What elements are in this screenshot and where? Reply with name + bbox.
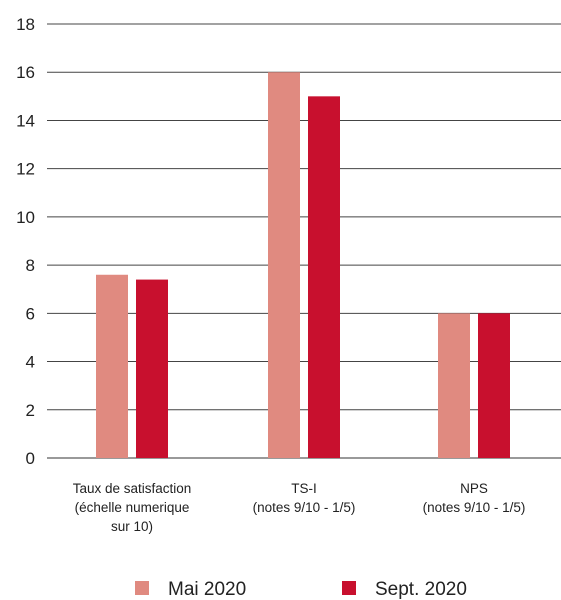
category-label-line: (notes 9/10 - 1/5)	[423, 500, 526, 515]
y-tick-label-0: 0	[26, 449, 35, 468]
legend: Mai 2020 Sept. 2020	[135, 579, 467, 600]
legend-swatch-1	[135, 581, 149, 595]
category-label-2: TS-I (notes 9/10 - 1/5)	[253, 481, 356, 515]
y-tick-label-8: 8	[26, 256, 35, 275]
category-label-line: (notes 9/10 - 1/5)	[253, 500, 356, 515]
legend-label-2: Sept. 2020	[375, 579, 467, 600]
y-axis-tick-labels: 0 2 4 6 8 10 12 14 16 18	[16, 15, 35, 468]
category-label-line: NPS	[460, 481, 488, 496]
category-label-line: (échelle numerique	[75, 500, 190, 515]
y-tick-label-12: 12	[16, 160, 35, 179]
y-tick-label-16: 16	[16, 63, 35, 82]
y-tick-label-10: 10	[16, 208, 35, 227]
y-tick-label-6: 6	[26, 304, 35, 323]
category-label-3: NPS (notes 9/10 - 1/5)	[423, 481, 526, 515]
bar-series2-cat2	[308, 96, 340, 458]
y-tick-label-4: 4	[26, 353, 35, 372]
y-tick-label-18: 18	[16, 15, 35, 34]
category-label-line: sur 10)	[111, 519, 153, 534]
category-label-1: Taux de satisfaction (échelle numerique su…	[73, 481, 192, 534]
bars	[96, 72, 510, 458]
bar-series1-cat3	[438, 313, 470, 458]
bar-series2-cat1	[136, 279, 168, 458]
gridlines	[47, 23, 561, 459]
legend-label-1: Mai 2020	[168, 579, 246, 600]
bar-series1-cat2	[268, 72, 300, 458]
y-tick-label-2: 2	[26, 401, 35, 420]
y-tick-label-14: 14	[16, 111, 35, 130]
legend-swatch-2	[342, 581, 356, 595]
category-label-line: Taux de satisfaction	[73, 481, 192, 496]
category-label-line: TS-I	[291, 481, 317, 496]
category-labels: Taux de satisfaction (échelle numerique su…	[73, 481, 526, 534]
bar-series2-cat3	[478, 313, 510, 458]
bar-series1-cat1	[96, 274, 128, 458]
